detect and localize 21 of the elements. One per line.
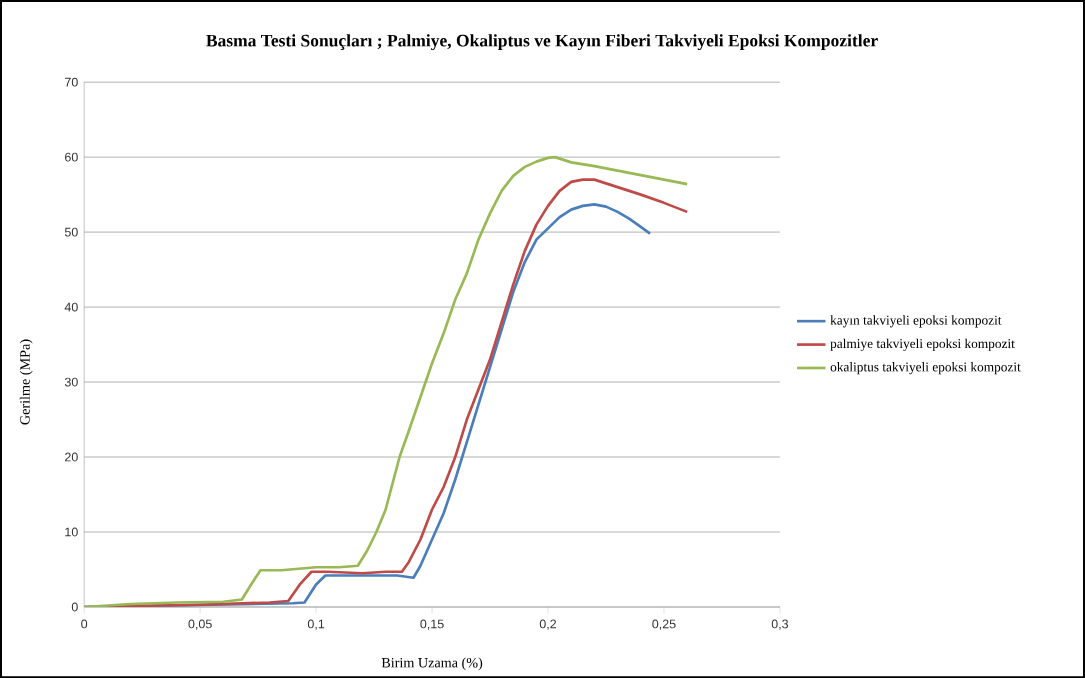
- y-tick-label: 30: [64, 377, 78, 387]
- y-tick-label: 40: [64, 302, 78, 312]
- x-tick-label: 0,1: [307, 619, 325, 630]
- x-tick-label: 0,3: [771, 619, 789, 630]
- y-tick-label: 60: [65, 152, 78, 162]
- x-axis-title: Birim Uzama (%): [381, 657, 483, 671]
- x-tick-label: 0,05: [188, 619, 212, 630]
- x-tick-label: 0,15: [420, 619, 444, 630]
- y-tick-label: 50: [64, 227, 78, 237]
- x-tick-label: 0,2: [539, 619, 557, 630]
- y-axis-title: Gerilme (MPa): [19, 339, 33, 425]
- y-tick-label: 0: [71, 602, 78, 612]
- y-tick-label: 10: [65, 527, 78, 537]
- x-tick-label: 0: [81, 619, 88, 629]
- y-tick-label: 70: [65, 77, 78, 87]
- chart-title: Basma Testi Sonuçları ; Palmiye, Okaliptus ve Kayın Fiberi Takviyeli Epoksi Kompozitler: [206, 34, 878, 51]
- legend-label: kayın takviyeli epoksi kompozit: [830, 315, 1002, 328]
- legend-label: palmiye takviyeli epoksi kompozit: [830, 338, 1015, 351]
- x-tick-label: 0,25: [652, 619, 676, 630]
- legend-label: okaliptus takviyeli epoksi kompozit: [830, 362, 1021, 375]
- y-tick-label: 20: [65, 452, 78, 462]
